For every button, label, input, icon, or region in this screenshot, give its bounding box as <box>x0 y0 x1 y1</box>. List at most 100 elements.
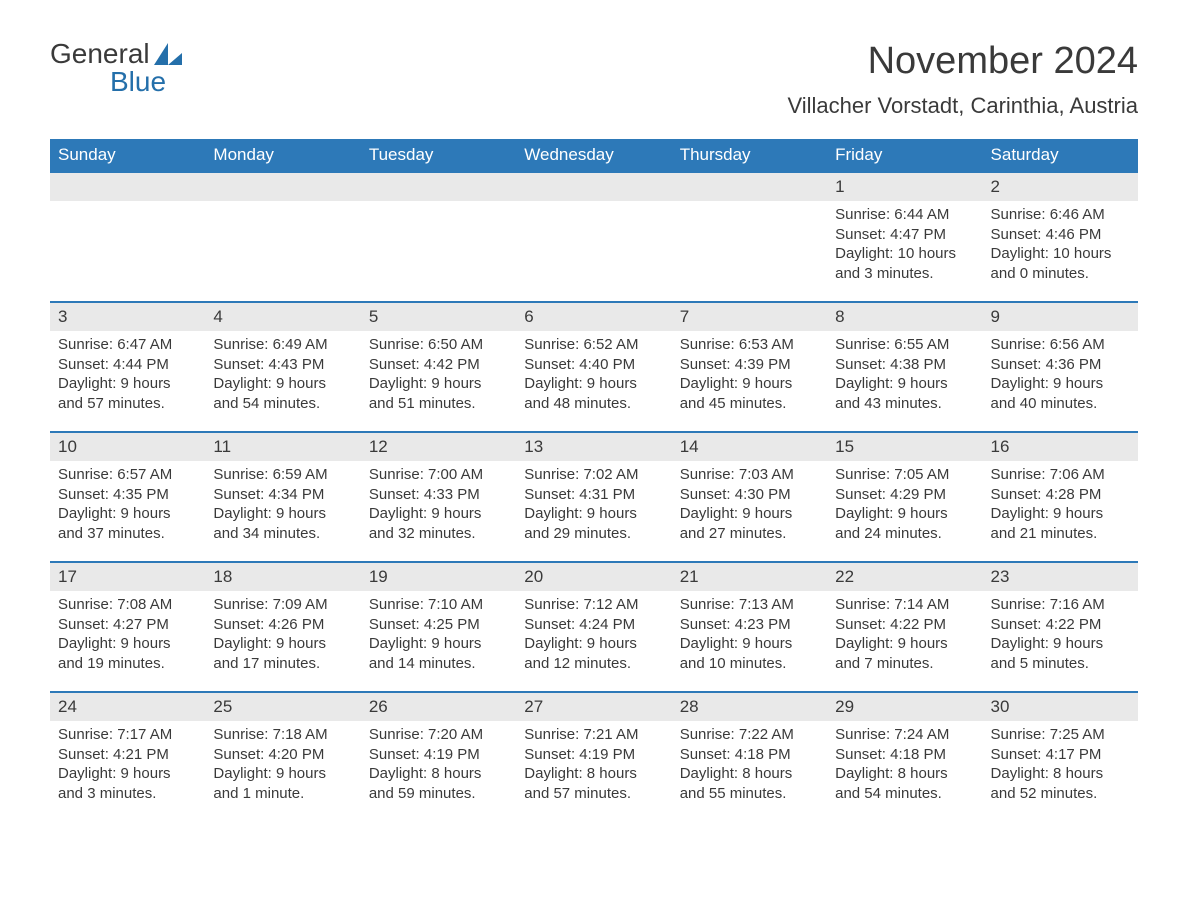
sunset-line: Sunset: 4:21 PM <box>58 745 197 765</box>
daylight-line: Daylight: 9 hours and 1 minute. <box>213 764 352 803</box>
day-number <box>516 173 671 201</box>
dow-friday: Friday <box>827 139 982 171</box>
calendar-day <box>672 173 827 301</box>
day-number: 4 <box>205 303 360 331</box>
day-number: 14 <box>672 433 827 461</box>
title-block: November 2024 Villacher Vorstadt, Carint… <box>787 40 1138 119</box>
sunrise-line: Sunrise: 7:21 AM <box>524 725 663 745</box>
sunrise-line: Sunrise: 7:12 AM <box>524 595 663 615</box>
calendar-day: 21Sunrise: 7:13 AMSunset: 4:23 PMDayligh… <box>672 563 827 691</box>
daylight-line: Daylight: 9 hours and 34 minutes. <box>213 504 352 543</box>
calendar-day: 24Sunrise: 7:17 AMSunset: 4:21 PMDayligh… <box>50 693 205 821</box>
sunrise-line: Sunrise: 6:55 AM <box>835 335 974 355</box>
day-number: 18 <box>205 563 360 591</box>
calendar-day: 14 Sunrise: 7:03 AMSunset: 4:30 PMDayligh… <box>672 433 827 561</box>
sunrise-line: Sunrise: 7:25 AM <box>991 725 1130 745</box>
day-body: Sunrise: 6:56 AMSunset: 4:36 PMDaylight:… <box>987 335 1134 425</box>
sunset-line: Sunset: 4:26 PM <box>213 615 352 635</box>
day-number <box>672 173 827 201</box>
day-number: 27 <box>516 693 671 721</box>
calendar: Sunday Monday Tuesday Wednesday Thursday… <box>50 139 1138 821</box>
day-number: 10 <box>50 433 205 461</box>
day-body: Sunrise: 7:12 AMSunset: 4:24 PMDaylight:… <box>520 595 667 685</box>
daylight-line: Daylight: 8 hours and 54 minutes. <box>835 764 974 803</box>
daylight-line: Daylight: 9 hours and 5 minutes. <box>991 634 1130 673</box>
day-number: 2 <box>983 173 1138 201</box>
calendar-day: 2Sunrise: 6:46 AMSunset: 4:46 PMDaylight… <box>983 173 1138 301</box>
daylight-line: Daylight: 9 hours and 51 minutes. <box>369 374 508 413</box>
day-body: Sunrise: 7:18 AMSunset: 4:20 PMDaylight:… <box>209 725 356 815</box>
day-body: Sunrise: 7:03 AMSunset: 4:30 PMDaylight:… <box>676 465 823 555</box>
day-number: 23 <box>983 563 1138 591</box>
sunset-line: Sunset: 4:19 PM <box>524 745 663 765</box>
sunrise-line: Sunrise: 7:17 AM <box>58 725 197 745</box>
sunrise-line: Sunrise: 7:03 AM <box>680 465 819 485</box>
day-number: 7 <box>672 303 827 331</box>
day-body: Sunrise: 6:49 AMSunset: 4:43 PMDaylight:… <box>209 335 356 425</box>
day-number: 28 <box>672 693 827 721</box>
calendar-day: 13Sunrise: 7:02 AMSunset: 4:31 PMDayligh… <box>516 433 671 561</box>
sunrise-line: Sunrise: 6:59 AM <box>213 465 352 485</box>
sunset-line: Sunset: 4:22 PM <box>991 615 1130 635</box>
sunset-line: Sunset: 4:33 PM <box>369 485 508 505</box>
day-number: 22 <box>827 563 982 591</box>
sunrise-line: Sunrise: 7:00 AM <box>369 465 508 485</box>
day-body: Sunrise: 7:16 AMSunset: 4:22 PMDaylight:… <box>987 595 1134 685</box>
daylight-line: Daylight: 9 hours and 45 minutes. <box>680 374 819 413</box>
day-number: 3 <box>50 303 205 331</box>
day-body: Sunrise: 7:02 AMSunset: 4:31 PMDaylight:… <box>520 465 667 555</box>
sunset-line: Sunset: 4:22 PM <box>835 615 974 635</box>
logo-icon <box>154 43 182 65</box>
logo-word2: Blue <box>110 68 182 96</box>
sunrise-line: Sunrise: 7:14 AM <box>835 595 974 615</box>
day-number: 19 <box>361 563 516 591</box>
sunset-line: Sunset: 4:35 PM <box>58 485 197 505</box>
calendar-week: 17Sunrise: 7:08 AMSunset: 4:27 PMDayligh… <box>50 561 1138 691</box>
sunrise-line: Sunrise: 6:46 AM <box>991 205 1130 225</box>
sunset-line: Sunset: 4:24 PM <box>524 615 663 635</box>
daylight-line: Daylight: 9 hours and 14 minutes. <box>369 634 508 673</box>
day-body: Sunrise: 7:21 AMSunset: 4:19 PMDaylight:… <box>520 725 667 815</box>
day-number: 21 <box>672 563 827 591</box>
day-body: Sunrise: 7:14 AMSunset: 4:22 PMDaylight:… <box>831 595 978 685</box>
sunset-line: Sunset: 4:17 PM <box>991 745 1130 765</box>
daylight-line: Daylight: 9 hours and 40 minutes. <box>991 374 1130 413</box>
dow-thursday: Thursday <box>672 139 827 171</box>
sunrise-line: Sunrise: 7:16 AM <box>991 595 1130 615</box>
calendar-day: 6Sunrise: 6:52 AMSunset: 4:40 PMDaylight… <box>516 303 671 431</box>
logo: General Blue <box>50 40 182 96</box>
daylight-line: Daylight: 9 hours and 57 minutes. <box>58 374 197 413</box>
calendar-day: 22 Sunrise: 7:14 AMSunset: 4:22 PMDayligh… <box>827 563 982 691</box>
day-number: 8 <box>827 303 982 331</box>
calendar-day <box>361 173 516 301</box>
calendar-day: 11 Sunrise: 6:59 AMSunset: 4:34 PMDayligh… <box>205 433 360 561</box>
sunset-line: Sunset: 4:31 PM <box>524 485 663 505</box>
sunrise-line: Sunrise: 7:10 AM <box>369 595 508 615</box>
calendar-day: 12Sunrise: 7:00 AMSunset: 4:33 PMDayligh… <box>361 433 516 561</box>
calendar-week: 1Sunrise: 6:44 AMSunset: 4:47 PMDaylight… <box>50 171 1138 301</box>
day-body: Sunrise: 7:08 AMSunset: 4:27 PMDaylight:… <box>54 595 201 685</box>
sunrise-line: Sunrise: 6:47 AM <box>58 335 197 355</box>
day-body: Sunrise: 7:17 AMSunset: 4:21 PMDaylight:… <box>54 725 201 815</box>
sunset-line: Sunset: 4:43 PM <box>213 355 352 375</box>
sunset-line: Sunset: 4:34 PM <box>213 485 352 505</box>
day-number: 12 <box>361 433 516 461</box>
calendar-day: 30Sunrise: 7:25 AMSunset: 4:17 PMDayligh… <box>983 693 1138 821</box>
day-number: 25 <box>205 693 360 721</box>
daylight-line: Daylight: 9 hours and 19 minutes. <box>58 634 197 673</box>
day-number: 5 <box>361 303 516 331</box>
sunrise-line: Sunrise: 7:20 AM <box>369 725 508 745</box>
dow-sunday: Sunday <box>50 139 205 171</box>
sunrise-line: Sunrise: 7:22 AM <box>680 725 819 745</box>
sunrise-line: Sunrise: 7:02 AM <box>524 465 663 485</box>
sunrise-line: Sunrise: 7:13 AM <box>680 595 819 615</box>
sunrise-line: Sunrise: 6:57 AM <box>58 465 197 485</box>
daylight-line: Daylight: 8 hours and 52 minutes. <box>991 764 1130 803</box>
day-number: 20 <box>516 563 671 591</box>
day-number: 11 <box>205 433 360 461</box>
daylight-line: Daylight: 9 hours and 3 minutes. <box>58 764 197 803</box>
daylight-line: Daylight: 9 hours and 10 minutes. <box>680 634 819 673</box>
calendar-day: 28Sunrise: 7:22 AMSunset: 4:18 PMDayligh… <box>672 693 827 821</box>
daylight-line: Daylight: 8 hours and 59 minutes. <box>369 764 508 803</box>
calendar-day: 17Sunrise: 7:08 AMSunset: 4:27 PMDayligh… <box>50 563 205 691</box>
